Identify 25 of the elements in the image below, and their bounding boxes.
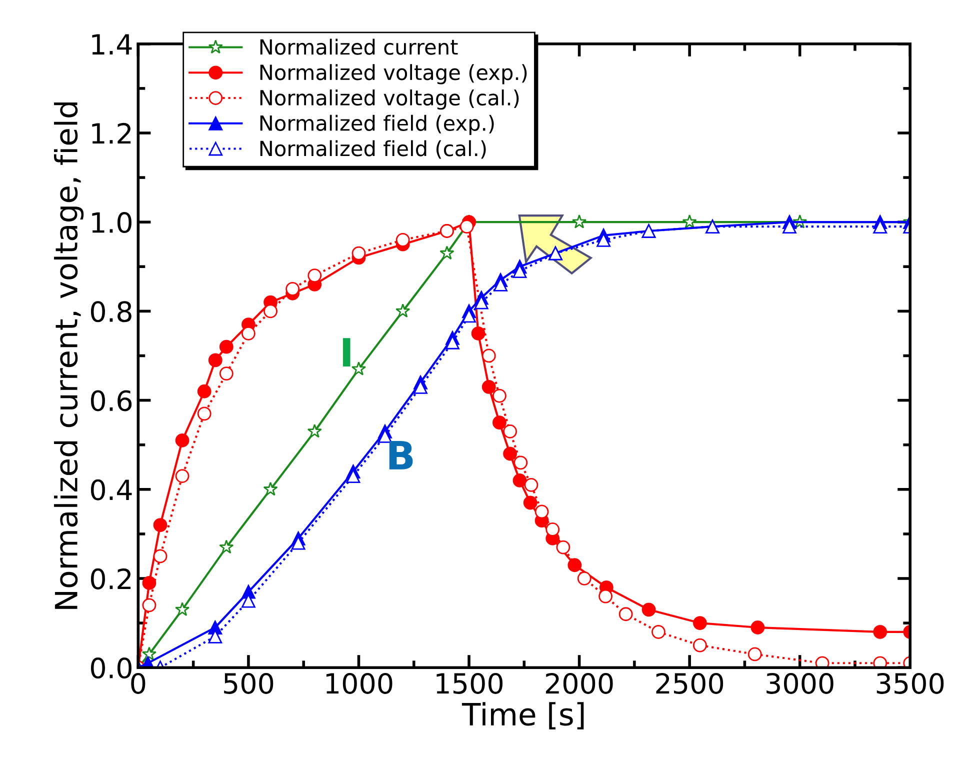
legend-label: Normalized voltage (exp.): [260, 64, 527, 84]
x-tick-label: 3000: [766, 672, 834, 694]
legend-label: Normalized voltage (cal.): [260, 89, 519, 110]
x-tick-label: 2000: [546, 672, 613, 694]
y-axis-title: Normalized current, voltage, field: [54, 102, 84, 609]
x-axis-title: Time [s]: [462, 702, 584, 730]
x-tick-label: 2500: [656, 672, 724, 694]
y-tick-label: 1.4: [92, 34, 132, 54]
legend-label: Normalized field (cal.): [260, 140, 486, 159]
x-tick-label: 1000: [326, 672, 392, 694]
x-tick-label: 3500: [876, 672, 944, 694]
y-tick-label: 0.8: [90, 301, 132, 322]
x-tick-label: 500: [224, 672, 274, 694]
x-tick-label: 0: [131, 672, 146, 694]
legend-label: Normalized field (exp.): [260, 114, 494, 136]
y-tick-label: 0.2: [90, 568, 131, 590]
y-tick-label: 0.4: [90, 479, 132, 500]
annotation: B: [389, 441, 413, 470]
legend-label: Normalized current: [260, 38, 458, 55]
y-tick-label: 1.0: [92, 212, 132, 234]
annotation: I: [342, 338, 350, 366]
y-tick-label: 1.2: [92, 122, 131, 144]
y-tick-label: 0.6: [90, 390, 132, 412]
y-tick-label: 0.0: [90, 658, 132, 679]
x-tick-label: 1500: [436, 672, 503, 694]
